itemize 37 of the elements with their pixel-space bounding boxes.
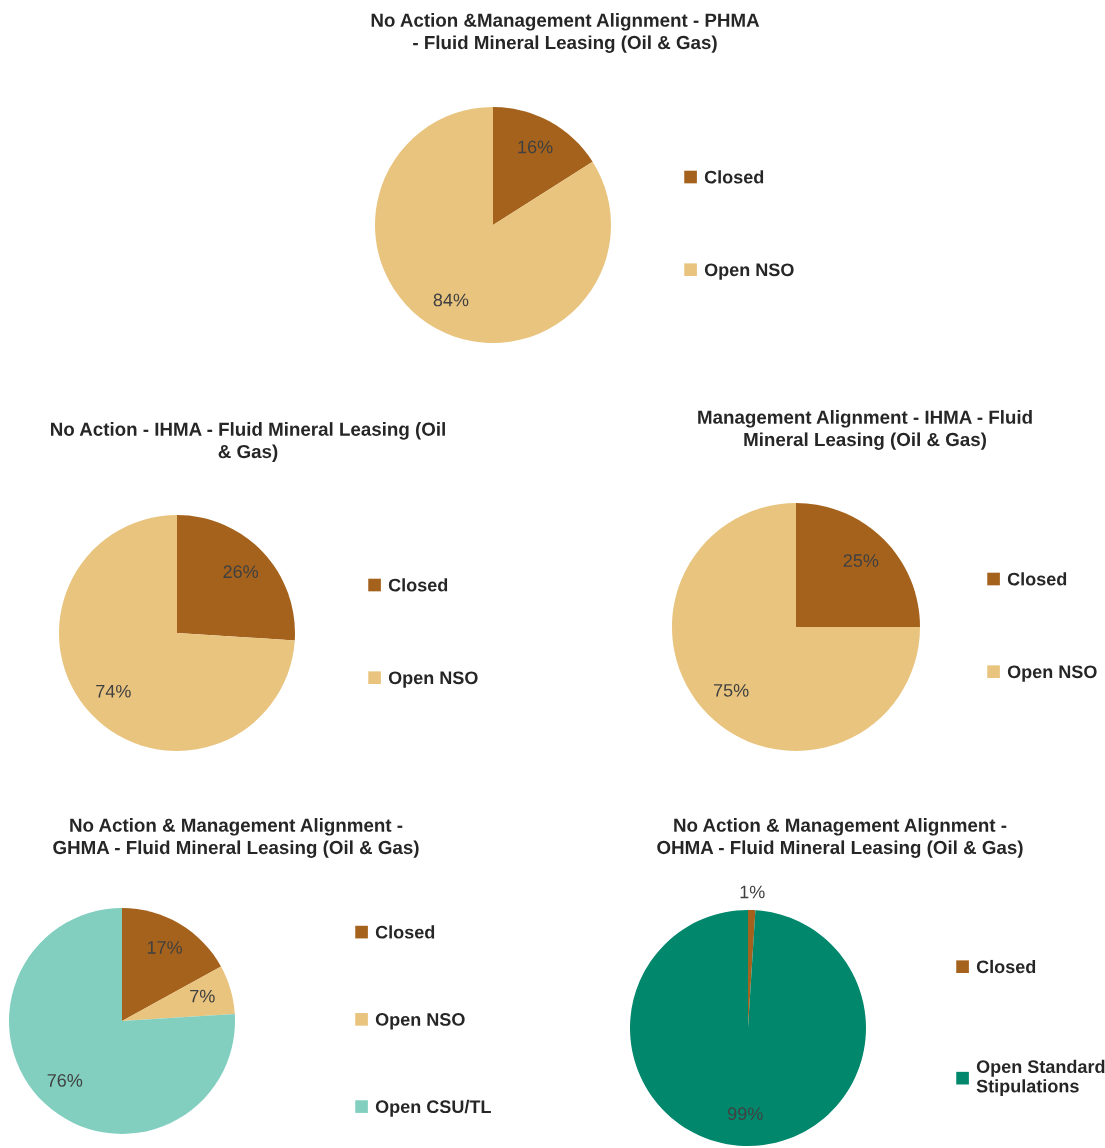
pie-slice [672,503,920,751]
data-label: 26% [223,565,259,579]
chart-title: No Action & Management Alignment - GHMA - Fluid Mineral Leasing (Oil & Gas) [53,818,419,858]
legend-label: Closed [704,170,764,184]
chart-title: No Action &Management Alignment - PHMA - Fluid Mineral Leasing (Oil & Gas) [371,13,760,53]
data-label: 25% [843,554,879,567]
legend-label: Open NSO [388,671,478,688]
data-label: 99% [728,1107,763,1121]
chart-title: Management Alignment - IHMA - Fluid Mineral Leasing (Oil & Gas) [698,410,1032,450]
data-label: 1% [740,885,765,899]
legend-label: Closed [388,578,448,592]
legend-label: Open Standard Stipulations [976,1059,1105,1097]
data-label: 16% [518,140,553,154]
data-label: 17% [147,941,182,954]
legend-label: Open NSO [375,1013,465,1030]
legend-label: Closed [375,925,435,939]
legend-label: Open NSO [704,263,794,280]
legend-label: Open NSO [1007,665,1097,682]
pie-slice [796,503,920,627]
data-label: 84% [433,293,469,307]
pie-slice [493,107,593,225]
pie-slice [122,908,222,1021]
data-label: 7% [190,989,215,1003]
pie-slice [122,966,235,1021]
pie-slice [59,515,295,751]
pie-slice [375,107,611,343]
pie-slice [630,910,866,1146]
legend-label: Closed [976,959,1036,974]
legend-label: Open CSU/TL [375,1099,491,1117]
data-label: 76% [47,1074,83,1087]
pie-slice [177,515,295,641]
data-label: 75% [713,684,749,697]
chart-title: No Action & Management Alignment - OHMA - Fluid Mineral Leasing (Oil & Gas) [657,818,1023,858]
legend-label: Closed [1007,572,1067,586]
chart-title: No Action - IHMA - Fluid Mineral Leasing (Oil & Gas) [51,422,445,462]
pie-slice [9,908,235,1134]
data-label: 74% [96,684,131,698]
